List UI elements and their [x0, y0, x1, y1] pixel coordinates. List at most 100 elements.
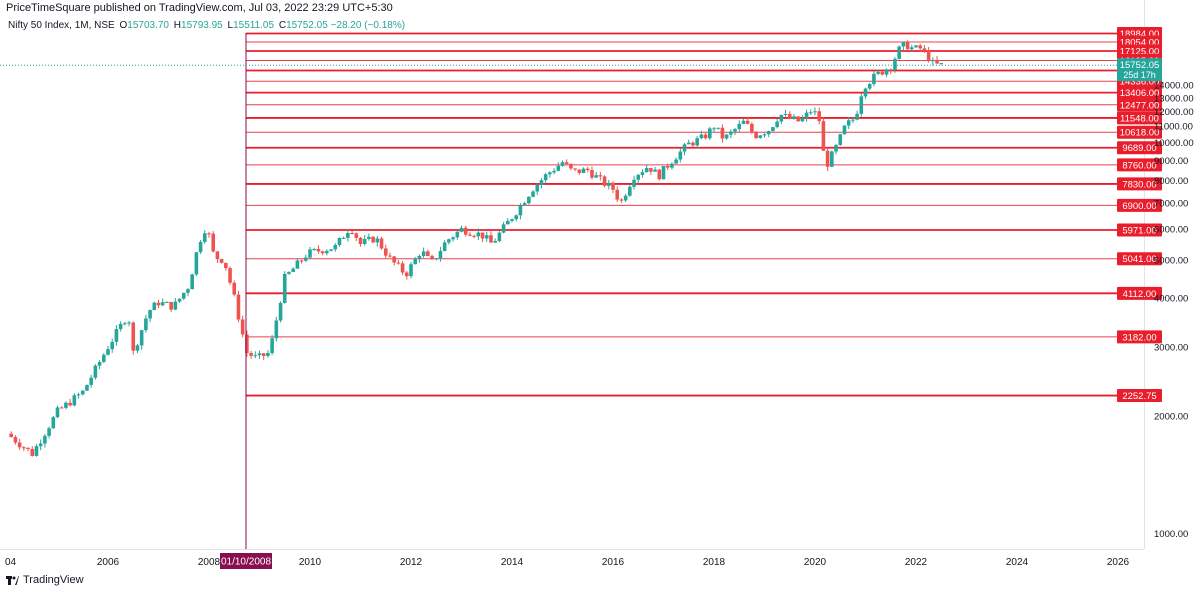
candle-body — [325, 250, 329, 254]
symbol-name[interactable]: Nifty 50 Index, 1M, NSE — [8, 20, 115, 31]
candle-body — [670, 163, 674, 168]
level-label: 3182.00 — [1122, 332, 1156, 343]
candle-body — [787, 113, 792, 119]
current-price-badge — [1117, 58, 1162, 82]
candle-body — [278, 302, 283, 321]
candle-body — [346, 232, 350, 238]
candle-body — [51, 417, 56, 429]
level-label-badge — [1117, 125, 1162, 139]
level-label-badge — [1117, 141, 1162, 155]
candle-body — [358, 237, 363, 244]
candle-body — [838, 134, 843, 145]
price-axis-tick-label: 4000.00 — [1154, 294, 1188, 305]
candle-body — [497, 232, 502, 242]
candle-body — [552, 170, 556, 173]
candle-body — [695, 138, 699, 146]
candle-body — [383, 248, 388, 256]
candle-body — [564, 162, 569, 164]
price-axis-tick-label: 8000.00 — [1154, 176, 1188, 187]
candle-body — [215, 251, 220, 260]
candle-body — [682, 144, 687, 152]
candle-body — [198, 241, 203, 253]
candle-body — [678, 151, 683, 160]
candle-body — [388, 255, 392, 257]
candle-body — [796, 116, 800, 122]
candle-body — [813, 111, 817, 113]
candle-body — [716, 127, 721, 129]
candle-body — [876, 71, 880, 74]
candle-body — [914, 45, 918, 48]
candle-body — [556, 165, 561, 171]
level-label: 8760.00 — [1122, 160, 1156, 171]
candle-body — [59, 407, 64, 409]
close-value: 15752.05 — [286, 20, 328, 31]
candle-body — [527, 196, 531, 204]
candle-body — [43, 435, 47, 444]
candle-body — [354, 233, 359, 238]
candle-body — [362, 238, 367, 244]
candle-body — [724, 134, 729, 139]
candle-body — [114, 329, 119, 342]
candle-body — [834, 144, 838, 152]
candle-body — [22, 447, 26, 449]
candle-body — [649, 168, 653, 172]
candle-body — [181, 292, 186, 299]
candle-body — [783, 113, 788, 115]
candle-body — [468, 234, 472, 236]
candle-body — [602, 176, 607, 186]
candle-body — [299, 260, 304, 262]
level-label: 9689.00 — [1122, 143, 1156, 154]
high-label: H — [173, 20, 182, 31]
candle-body — [110, 341, 115, 350]
time-axis-tick-label: 2016 — [602, 557, 625, 568]
tradingview-logo-icon — [6, 575, 19, 585]
candle-body — [232, 282, 237, 295]
level-label: 6900.00 — [1122, 201, 1156, 212]
candle-body — [606, 182, 611, 186]
candle-body — [766, 131, 771, 135]
candle-body — [514, 215, 519, 220]
candle-body — [257, 353, 262, 356]
time-axis-tick-label: 2008 — [198, 557, 221, 568]
candle-body — [455, 231, 460, 238]
candle-body — [897, 46, 901, 59]
candle-body — [434, 258, 439, 260]
price-axis-tick-label: 11000.00 — [1154, 122, 1193, 133]
level-label: 11548.00 — [1120, 113, 1159, 124]
candle-body — [64, 402, 68, 408]
close-label: C — [278, 20, 287, 31]
candle-body — [905, 42, 910, 50]
candle-body — [510, 219, 514, 221]
candle-body — [493, 241, 497, 243]
candle-body — [851, 119, 855, 121]
candle-body — [762, 134, 767, 136]
candle-body — [169, 301, 173, 310]
candle-body — [931, 59, 935, 62]
candle-body — [880, 71, 885, 75]
candle-body — [640, 172, 645, 175]
candle-body — [404, 272, 409, 277]
level-label: 4112.00 — [1123, 289, 1157, 300]
candle-body — [872, 73, 876, 85]
candle-body — [97, 361, 102, 366]
level-label: 18054.00 — [1120, 38, 1160, 49]
price-axis-tick-label: 5000.00 — [1154, 256, 1188, 267]
candle-body — [93, 365, 98, 378]
time-axis-tick-label: 2022 — [905, 557, 928, 568]
level-label: 2252.75 — [1122, 391, 1156, 402]
time-axis-tick-label: 2006 — [97, 557, 120, 568]
candle-body — [691, 142, 695, 146]
tradingview-brand[interactable]: TradingView — [6, 574, 84, 586]
price-axis-tick-label: 14000.00 — [1154, 81, 1194, 92]
candle-body — [484, 235, 489, 239]
candle-body — [594, 175, 598, 178]
candle-body — [707, 128, 712, 139]
candle-body — [632, 179, 636, 187]
candle-body — [118, 323, 123, 330]
open-label: O — [119, 20, 128, 31]
candle-body — [741, 120, 746, 124]
level-label-badge — [1117, 198, 1162, 212]
candle-body — [611, 182, 615, 190]
candle-body — [859, 96, 864, 114]
